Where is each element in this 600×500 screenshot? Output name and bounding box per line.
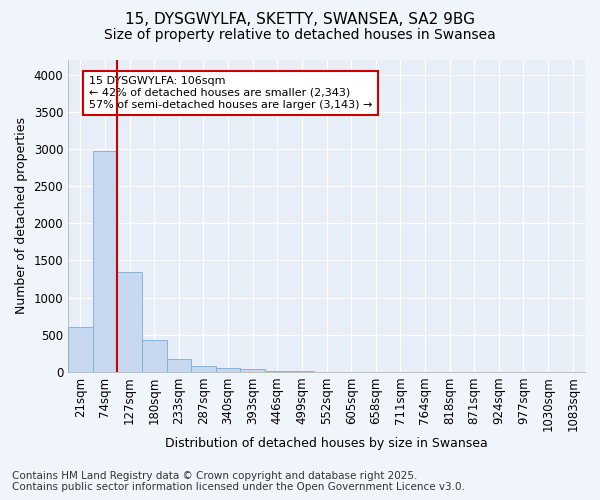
Bar: [68, 328, 92, 372]
Text: Size of property relative to detached houses in Swansea: Size of property relative to detached ho…: [104, 28, 496, 42]
Text: Contains HM Land Registry data © Crown copyright and database right 2025.
Contai: Contains HM Land Registry data © Crown c…: [12, 471, 465, 492]
Bar: [117, 272, 142, 372]
Bar: [216, 368, 241, 372]
Bar: [265, 371, 290, 372]
Bar: [142, 340, 167, 372]
Bar: [241, 369, 265, 372]
Y-axis label: Number of detached properties: Number of detached properties: [15, 118, 28, 314]
Bar: [92, 150, 117, 372]
X-axis label: Distribution of detached houses by size in Swansea: Distribution of detached houses by size …: [165, 437, 488, 450]
Bar: [167, 359, 191, 372]
Bar: [191, 366, 216, 372]
Text: 15 DYSGWYLFA: 106sqm
← 42% of detached houses are smaller (2,343)
57% of semi-de: 15 DYSGWYLFA: 106sqm ← 42% of detached h…: [89, 76, 373, 110]
Text: 15, DYSGWYLFA, SKETTY, SWANSEA, SA2 9BG: 15, DYSGWYLFA, SKETTY, SWANSEA, SA2 9BG: [125, 12, 475, 28]
